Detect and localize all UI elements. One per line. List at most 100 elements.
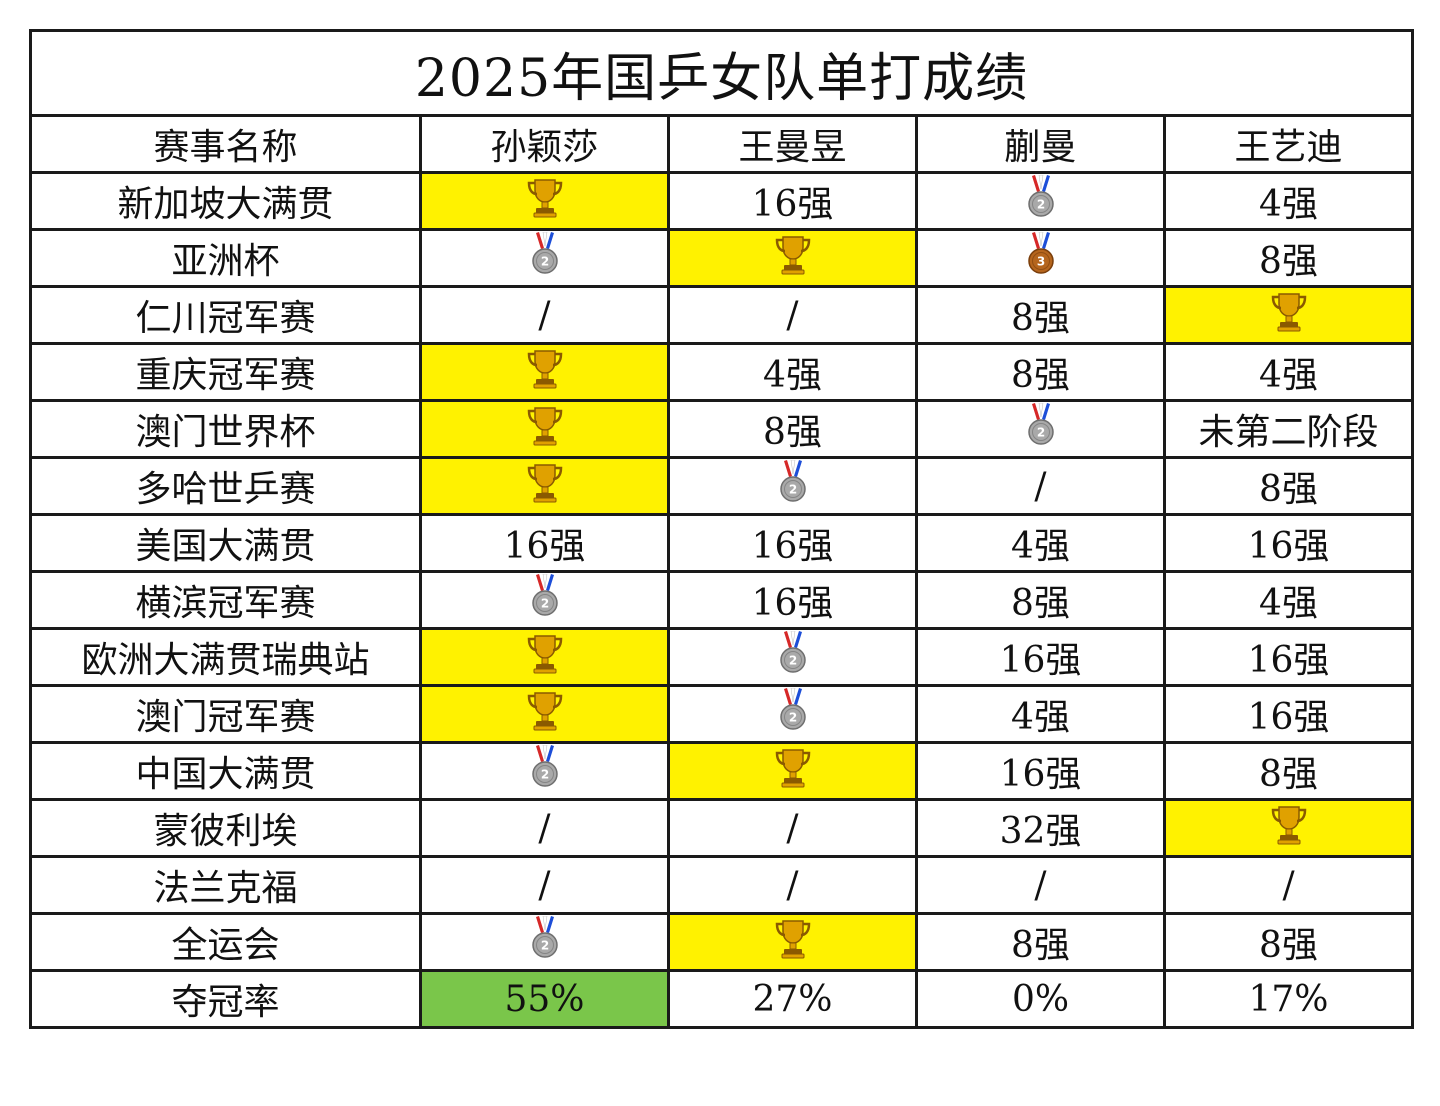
champion-cell	[419, 399, 670, 459]
medal-cell: 2	[667, 456, 918, 516]
summary-rate: 17%	[1162, 969, 1415, 1029]
result-cell: 4强	[915, 684, 1166, 744]
svg-text:2: 2	[540, 254, 548, 268]
result-cell: 4强	[1162, 171, 1415, 231]
trophy-icon	[1269, 803, 1309, 854]
medal-icon: 2	[530, 745, 560, 797]
medal-cell: 2	[915, 399, 1166, 459]
result-cell: 32强	[915, 798, 1166, 858]
result-cell: /	[667, 855, 918, 915]
event-name-cell: 蒙彼利埃	[29, 798, 422, 858]
table-row: 蒙彼利埃 //32强	[29, 798, 1415, 858]
result-cell: 8强	[915, 285, 1166, 345]
event-name-cell: 美国大满贯	[29, 513, 422, 573]
trophy-icon	[525, 176, 565, 227]
header-event: 赛事名称	[29, 114, 422, 174]
event-name-cell: 多哈世乒赛	[29, 456, 422, 516]
medal-icon: 2	[1026, 403, 1056, 455]
result-cell: 4强	[1162, 342, 1415, 402]
summary-row: 夺冠率 55% 27% 0% 17%	[29, 969, 1415, 1029]
svg-text:2: 2	[1036, 425, 1044, 439]
table-row: 中国大满贯 2 16强 8强	[29, 741, 1415, 801]
svg-text:2: 2	[540, 596, 548, 610]
svg-text:3: 3	[1036, 254, 1044, 268]
table-row: 澳门冠军赛 2 4强 16强	[29, 684, 1415, 744]
table-row: 横滨冠军赛 2 16强 8强 4强	[29, 570, 1415, 630]
trophy-icon	[1269, 290, 1309, 341]
trophy-icon	[773, 917, 813, 968]
result-cell: 16强	[667, 171, 918, 231]
event-name-cell: 澳门世界杯	[29, 399, 422, 459]
champion-cell	[419, 456, 670, 516]
champion-cell	[419, 684, 670, 744]
trophy-icon	[525, 632, 565, 683]
result-cell: 4强	[667, 342, 918, 402]
results-table: 2025年国乒女队单打成绩 赛事名称 孙颖莎 王曼昱 蒯曼 王艺迪 新加坡大满贯…	[28, 29, 1415, 1029]
table-row: 重庆冠军赛 4强 8强 4强	[29, 342, 1415, 402]
event-name-cell: 横滨冠军赛	[29, 570, 422, 630]
summary-rate: 0%	[915, 969, 1166, 1029]
result-cell: 8强	[915, 342, 1166, 402]
header-player-3: 蒯曼	[915, 114, 1166, 174]
result-cell: 8强	[1162, 228, 1415, 288]
results-sheet: 2025年国乒女队单打成绩 赛事名称 孙颖莎 王曼昱 蒯曼 王艺迪 新加坡大满贯…	[28, 29, 1415, 1077]
champion-cell	[419, 342, 670, 402]
result-cell: 16强	[667, 570, 918, 630]
result-cell: 8强	[667, 399, 918, 459]
result-cell: 4强	[915, 513, 1166, 573]
result-cell: /	[419, 798, 670, 858]
medal-cell: 2	[419, 570, 670, 630]
event-name-cell: 澳门冠军赛	[29, 684, 422, 744]
trophy-icon	[773, 233, 813, 284]
table-body: 新加坡大满贯 16强 2 4强 亚洲杯 2 3 8强 仁川冠军赛 //8强 重庆冠军赛 4强 8强 4强澳…	[29, 171, 1415, 972]
trophy-icon	[525, 461, 565, 512]
result-cell: 16强	[1162, 684, 1415, 744]
champion-cell	[1162, 798, 1415, 858]
header-row: 赛事名称 孙颖莎 王曼昱 蒯曼 王艺迪	[29, 114, 1415, 174]
svg-text:2: 2	[788, 653, 796, 667]
medal-icon: 2	[530, 916, 560, 968]
event-name-cell: 中国大满贯	[29, 741, 422, 801]
medal-cell: 3	[915, 228, 1166, 288]
event-name-cell: 欧洲大满贯瑞典站	[29, 627, 422, 687]
medal-icon: 2	[778, 688, 808, 740]
medal-cell: 2	[419, 228, 670, 288]
result-cell: /	[419, 855, 670, 915]
result-cell: 16强	[915, 741, 1166, 801]
trophy-icon	[525, 404, 565, 455]
champion-cell	[419, 171, 670, 231]
event-name-cell: 新加坡大满贯	[29, 171, 422, 231]
event-name-cell: 重庆冠军赛	[29, 342, 422, 402]
champion-cell	[667, 228, 918, 288]
svg-text:2: 2	[540, 938, 548, 952]
event-name-cell: 全运会	[29, 912, 422, 972]
table-row: 多哈世乒赛 2 /8强	[29, 456, 1415, 516]
medal-icon: 3	[1026, 232, 1056, 284]
table-row: 全运会 2 8强 8强	[29, 912, 1415, 972]
medal-cell: 2	[915, 171, 1166, 231]
medal-icon: 2	[530, 232, 560, 284]
result-cell: 8强	[915, 912, 1166, 972]
result-cell: 8强	[1162, 912, 1415, 972]
svg-text:2: 2	[1036, 197, 1044, 211]
trophy-icon	[773, 746, 813, 797]
title-row: 2025年国乒女队单打成绩	[28, 29, 1415, 117]
medal-cell: 2	[419, 912, 670, 972]
summary-rate: 55%	[419, 969, 670, 1029]
champion-cell	[1162, 285, 1415, 345]
table-row: 欧洲大满贯瑞典站 2 16强 16强	[29, 627, 1415, 687]
trophy-icon	[525, 689, 565, 740]
svg-text:2: 2	[788, 482, 796, 496]
medal-cell: 2	[667, 627, 918, 687]
svg-text:2: 2	[540, 767, 548, 781]
table-row: 仁川冠军赛 //8强	[29, 285, 1415, 345]
medal-icon: 2	[530, 574, 560, 626]
header-player-1: 孙颖莎	[419, 114, 670, 174]
event-name-cell: 亚洲杯	[29, 228, 422, 288]
result-cell: /	[667, 285, 918, 345]
result-cell: /	[667, 798, 918, 858]
table-row: 澳门世界杯 8强 2 未第二阶段	[29, 399, 1415, 459]
result-cell: 8强	[1162, 741, 1415, 801]
result-cell: /	[419, 285, 670, 345]
header-player-2: 王曼昱	[667, 114, 918, 174]
